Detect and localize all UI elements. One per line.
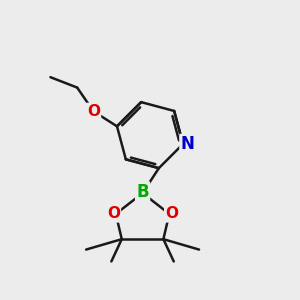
Text: O: O — [107, 206, 120, 221]
Text: O: O — [87, 104, 100, 119]
Text: O: O — [165, 206, 178, 221]
Text: N: N — [181, 135, 194, 153]
Text: B: B — [136, 183, 149, 201]
